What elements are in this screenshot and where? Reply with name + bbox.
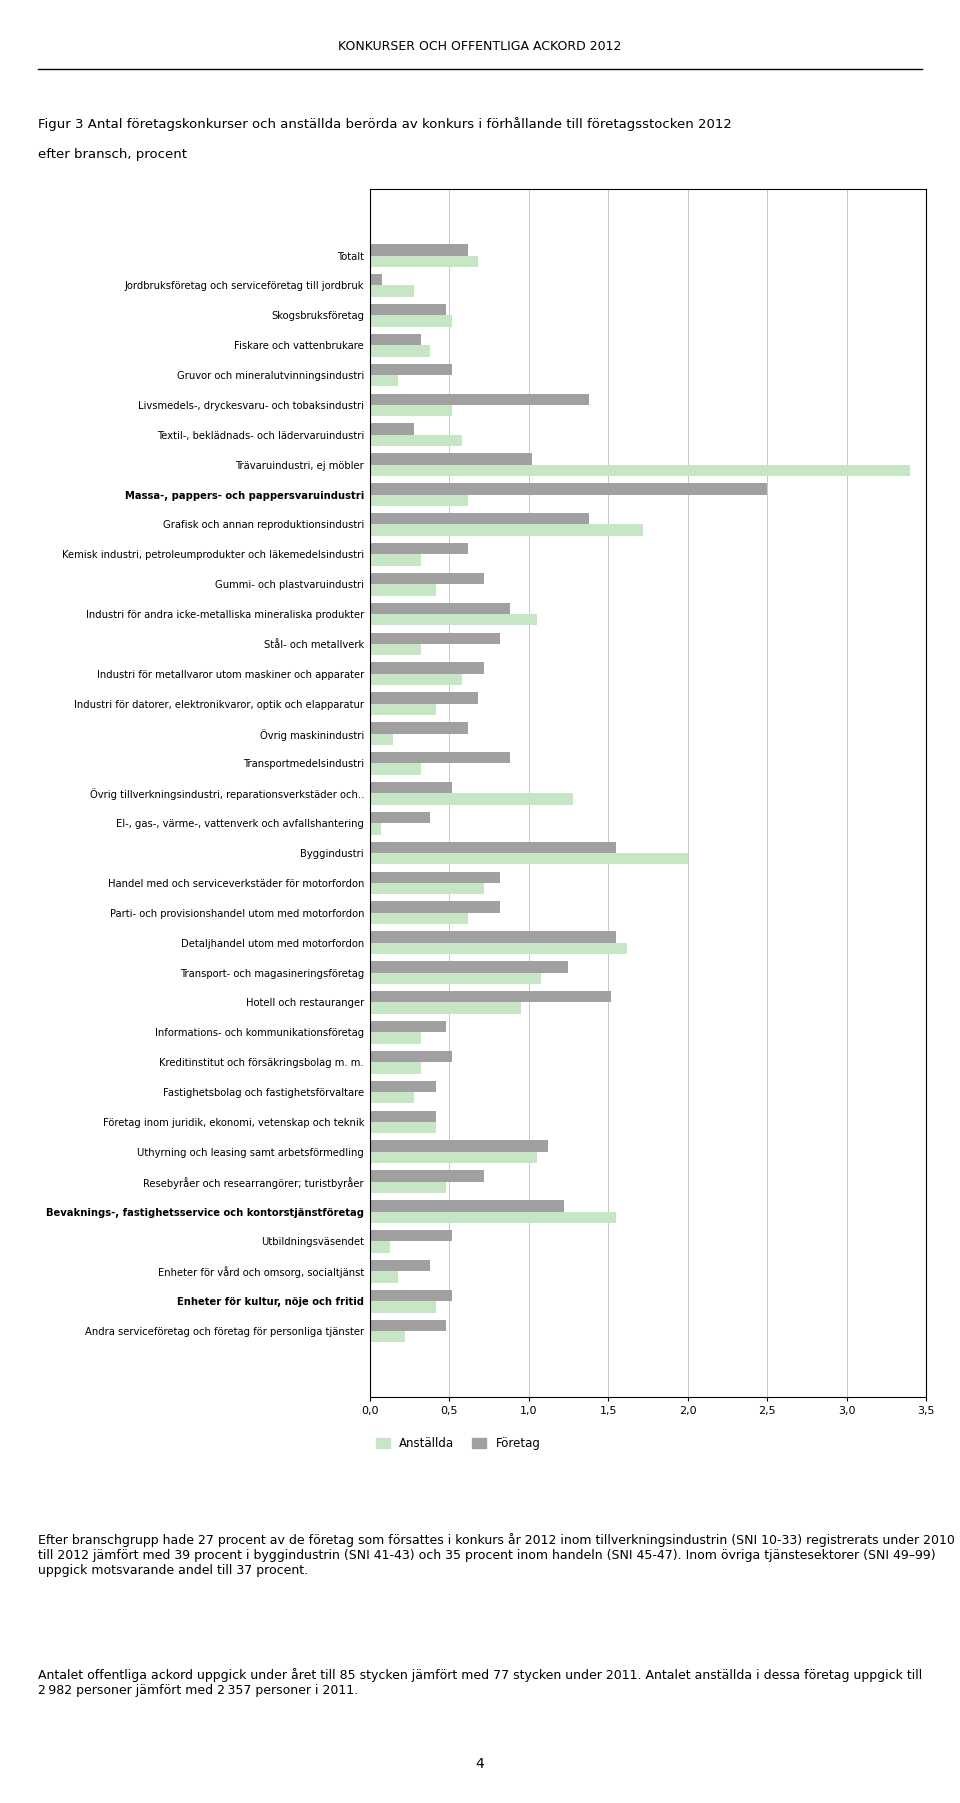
Text: Efter branschgrupp hade 27 procent av de företag som försattes i konkurs år 2012: Efter branschgrupp hade 27 procent av de… <box>38 1533 955 1576</box>
Bar <box>370 811 430 824</box>
Bar <box>370 633 500 644</box>
Bar <box>370 584 437 595</box>
Bar <box>370 393 589 406</box>
Bar <box>370 483 767 494</box>
Bar <box>370 703 437 716</box>
Bar <box>370 853 687 864</box>
Bar <box>370 1033 420 1044</box>
Bar <box>370 842 616 853</box>
Bar <box>370 883 484 894</box>
Bar <box>370 1051 452 1062</box>
Bar <box>370 871 500 883</box>
Text: 4: 4 <box>475 1756 485 1771</box>
Bar <box>370 734 394 745</box>
Bar <box>370 1121 437 1134</box>
Bar <box>370 305 446 316</box>
Bar <box>370 424 414 435</box>
Bar <box>370 615 537 626</box>
Text: Antalet offentliga ackord uppgick under året till 85 stycken jämfört med 77 styc: Antalet offentliga ackord uppgick under … <box>38 1668 923 1697</box>
Bar <box>370 752 510 763</box>
Bar <box>370 763 420 775</box>
Bar <box>370 1093 414 1103</box>
Bar <box>370 1271 398 1282</box>
Bar <box>370 316 452 326</box>
Bar <box>370 932 616 943</box>
Bar <box>370 1181 446 1194</box>
Bar <box>370 1141 548 1152</box>
Bar <box>370 435 462 445</box>
Bar <box>370 1201 564 1212</box>
Bar <box>370 902 500 912</box>
Bar <box>370 573 484 584</box>
Bar <box>370 344 430 357</box>
Bar <box>370 274 382 285</box>
Bar <box>370 961 568 972</box>
Bar <box>370 824 381 835</box>
Bar <box>370 793 573 804</box>
Bar <box>370 1111 437 1121</box>
Text: efter bransch, procent: efter bransch, procent <box>38 148 187 160</box>
Bar <box>370 494 468 507</box>
Bar <box>370 453 532 465</box>
Bar <box>370 406 452 416</box>
Bar <box>370 375 398 386</box>
Bar <box>370 465 910 476</box>
Bar <box>370 783 452 793</box>
Bar <box>370 334 420 344</box>
Bar <box>370 1289 452 1302</box>
Bar <box>370 1002 520 1013</box>
Text: Figur 3 Antal företagskonkurser och anställda berörda av konkurs i förhållande t: Figur 3 Antal företagskonkurser och anst… <box>38 117 732 132</box>
Bar <box>370 1152 537 1163</box>
Bar <box>370 674 462 685</box>
Legend: Anställda, Företag: Anställda, Företag <box>375 1437 540 1450</box>
Bar <box>370 1331 404 1343</box>
Bar <box>370 243 468 256</box>
Text: KONKURSER OCH OFFENTLIGA ACKORD 2012: KONKURSER OCH OFFENTLIGA ACKORD 2012 <box>338 40 622 52</box>
Bar <box>370 1212 616 1222</box>
Bar <box>370 1020 446 1033</box>
Bar <box>370 723 468 734</box>
Bar <box>370 554 420 566</box>
Bar <box>370 662 484 674</box>
Bar <box>370 364 452 375</box>
Bar <box>370 1062 420 1073</box>
Bar <box>370 256 478 267</box>
Bar <box>370 972 541 984</box>
Bar <box>370 692 478 703</box>
Bar <box>370 602 510 615</box>
Bar <box>370 525 643 535</box>
Bar <box>370 285 414 297</box>
Bar <box>370 543 468 554</box>
Bar <box>370 514 589 525</box>
Bar <box>370 1080 437 1093</box>
Bar <box>370 644 420 654</box>
Bar <box>370 1320 446 1331</box>
Bar <box>370 1302 437 1313</box>
Bar <box>370 1170 484 1181</box>
Bar <box>370 992 612 1002</box>
Bar <box>370 1260 430 1271</box>
Bar <box>370 912 468 925</box>
Bar <box>370 943 627 954</box>
Bar <box>370 1230 452 1242</box>
Bar <box>370 1242 391 1253</box>
